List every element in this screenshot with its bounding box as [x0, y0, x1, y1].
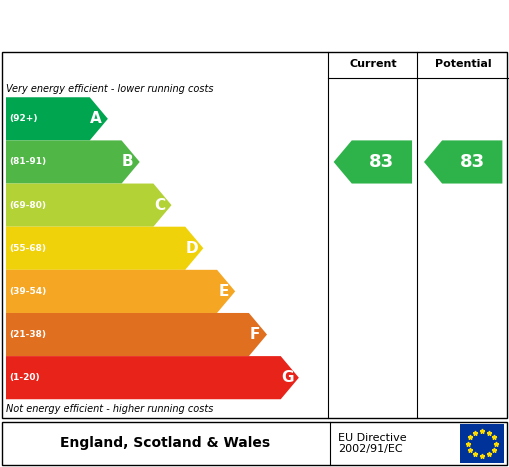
Text: Current: Current [349, 59, 397, 69]
Text: Very energy efficient - lower running costs: Very energy efficient - lower running co… [6, 84, 213, 94]
Text: (1-20): (1-20) [9, 373, 40, 382]
Bar [460, 424, 504, 463]
Polygon shape [6, 313, 267, 356]
Polygon shape [333, 141, 412, 184]
Text: (39-54): (39-54) [9, 287, 46, 296]
Text: (69-80): (69-80) [9, 201, 46, 210]
Text: 83: 83 [460, 153, 485, 171]
Text: England, Scotland & Wales: England, Scotland & Wales [60, 437, 270, 451]
Text: D: D [185, 241, 198, 256]
Text: A: A [90, 111, 102, 126]
Polygon shape [6, 270, 235, 313]
Text: B: B [122, 155, 134, 170]
Polygon shape [6, 226, 204, 270]
Text: G: G [281, 370, 293, 385]
Polygon shape [6, 141, 139, 184]
Polygon shape [6, 97, 108, 141]
Text: (81-91): (81-91) [9, 157, 46, 166]
Polygon shape [6, 184, 172, 226]
Polygon shape [6, 356, 299, 399]
Text: F: F [250, 327, 261, 342]
Text: (55-68): (55-68) [9, 244, 46, 253]
Polygon shape [424, 141, 502, 184]
Text: Potential: Potential [435, 59, 492, 69]
Text: 83: 83 [370, 153, 394, 171]
Text: Not energy efficient - higher running costs: Not energy efficient - higher running co… [6, 404, 213, 414]
Text: (21-38): (21-38) [9, 330, 46, 339]
Text: Energy Efficiency Rating: Energy Efficiency Rating [15, 15, 322, 35]
Text: E: E [218, 284, 229, 299]
Text: C: C [154, 198, 165, 212]
Text: EU Directive
2002/91/EC: EU Directive 2002/91/EC [338, 433, 407, 454]
Text: (92+): (92+) [9, 114, 38, 123]
